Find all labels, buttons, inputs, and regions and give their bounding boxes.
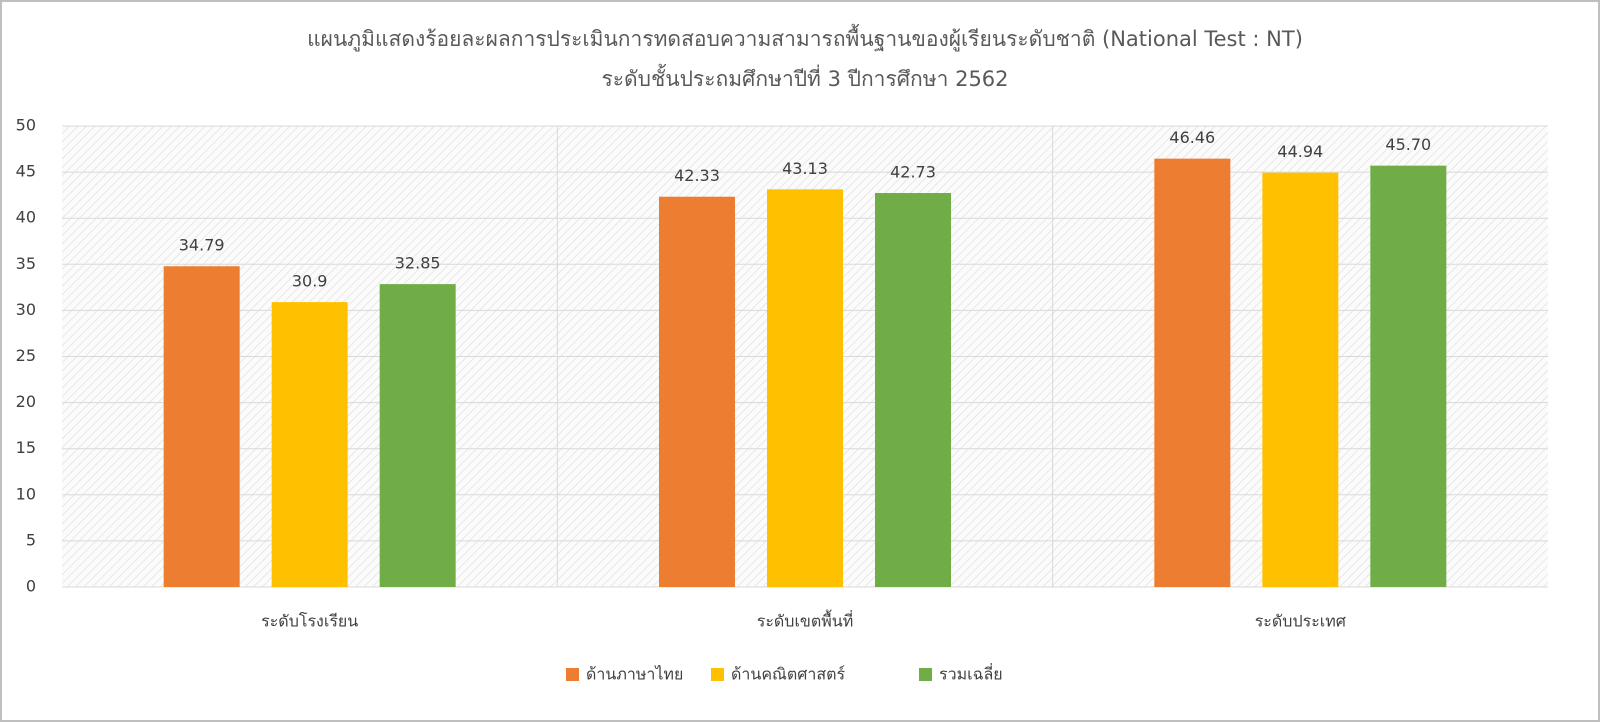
x-tick-label: ระดับเขตพื้นที่ — [757, 610, 854, 631]
legend-swatch — [711, 668, 724, 681]
value-label: 30.9 — [292, 272, 328, 291]
chart-subtitle: ระดับชั้นประถมศึกษาปีที่ 3 ปีการศึกษา 25… — [601, 64, 1008, 91]
legend-label: รวมเฉลี่ย — [939, 663, 1003, 684]
bar — [875, 193, 951, 587]
y-tick-label: 45 — [16, 162, 36, 181]
x-tick-label: ระดับประเทศ — [1255, 612, 1346, 631]
bar — [1370, 165, 1447, 587]
y-tick-label: 40 — [16, 208, 36, 227]
y-tick-label: 30 — [16, 300, 36, 319]
y-tick-label: 10 — [16, 484, 36, 503]
bar — [659, 196, 735, 587]
bar — [163, 266, 240, 587]
value-label: 44.94 — [1277, 142, 1323, 161]
chart-title: แผนภูมิแสดงร้อยละผลการประเมินการทดสอบควา… — [307, 24, 1303, 52]
y-tick-label: 5 — [26, 530, 36, 549]
value-label: 42.73 — [890, 163, 936, 182]
bar — [1262, 172, 1339, 587]
value-label: 43.13 — [782, 159, 828, 178]
legend-label: ด้านคณิตศาสตร์ — [731, 665, 846, 684]
value-label: 46.46 — [1169, 128, 1215, 147]
y-tick-label: 25 — [16, 346, 36, 365]
value-label: 34.79 — [179, 236, 225, 255]
value-label: 32.85 — [395, 254, 441, 273]
value-label: 45.70 — [1385, 135, 1431, 154]
legend-swatch — [919, 668, 932, 681]
y-tick-label: 0 — [26, 577, 36, 596]
bar — [767, 189, 843, 587]
bar — [1154, 158, 1231, 587]
y-tick-label: 35 — [16, 254, 36, 273]
x-tick-label: ระดับโรงเรียน — [261, 612, 358, 631]
legend-swatch — [566, 668, 579, 681]
legend-label: ด้านภาษาไทย — [586, 665, 683, 684]
y-tick-label: 50 — [16, 116, 36, 135]
bar — [379, 284, 456, 587]
y-tick-label: 20 — [16, 392, 36, 411]
value-label: 42.33 — [674, 166, 720, 185]
y-tick-label: 15 — [16, 438, 36, 457]
bar — [271, 302, 348, 587]
